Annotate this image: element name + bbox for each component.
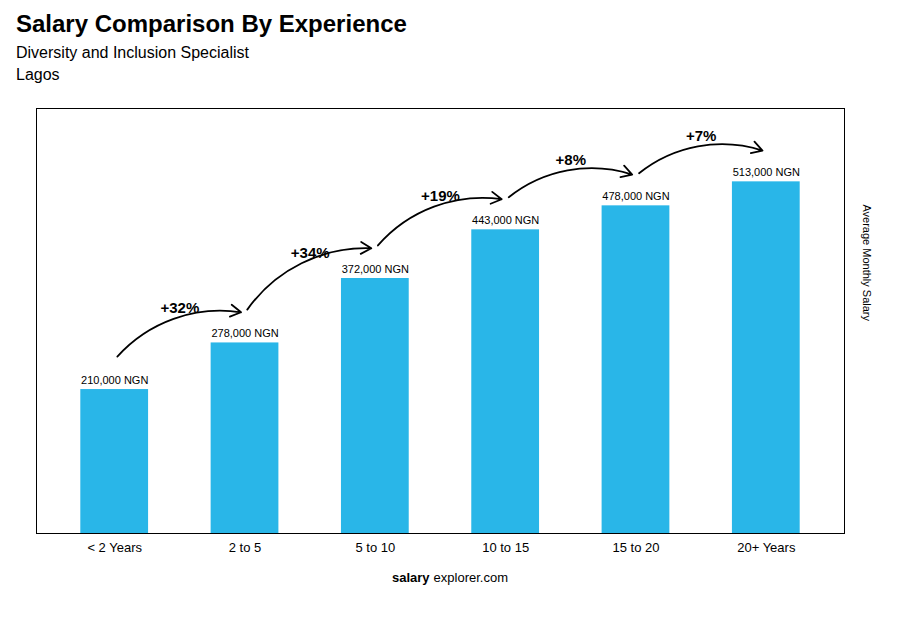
svg-text:+8%: +8%: [556, 151, 586, 168]
svg-text:2 to 5: 2 to 5: [229, 540, 262, 555]
svg-text:478,000 NGN: 478,000 NGN: [602, 190, 669, 202]
html-text:Diversity and Inclusion Specia: Diversity and Inclusion Specialist: [16, 44, 249, 61]
svg-text:+32%: +32%: [160, 299, 199, 316]
svg-text:372,000 NGN: 372,000 NGN: [342, 263, 409, 275]
svg-text:20+ Years: 20+ Years: [737, 540, 796, 555]
svg-text:278,000 NGN: 278,000 NGN: [211, 327, 278, 339]
svg-text:15 to 20: 15 to 20: [612, 540, 659, 555]
svg-text:+7%: +7%: [686, 127, 716, 144]
svg-text:443,000 NGN: 443,000 NGN: [472, 214, 539, 226]
svg-text:10 to 15: 10 to 15: [482, 540, 529, 555]
svg-text:210,000 NGN: 210,000 NGN: [81, 374, 148, 386]
svg-text:+34%: +34%: [291, 244, 330, 261]
html-text:Lagos: Lagos: [16, 66, 60, 83]
svg-text:5 to 10: 5 to 10: [355, 540, 395, 555]
svg-text:< 2 Years: < 2 Years: [87, 540, 142, 555]
svg-text:513,000 NGN: 513,000 NGN: [733, 166, 800, 178]
html-text:Salary Comparison By Experienc: Salary Comparison By Experience: [16, 10, 407, 37]
svg-text:Average Monthly Salary: Average Monthly Salary: [861, 204, 873, 321]
html-text:salary explorer.com: salary explorer.com: [392, 570, 508, 585]
svg-text:+19%: +19%: [421, 187, 460, 204]
